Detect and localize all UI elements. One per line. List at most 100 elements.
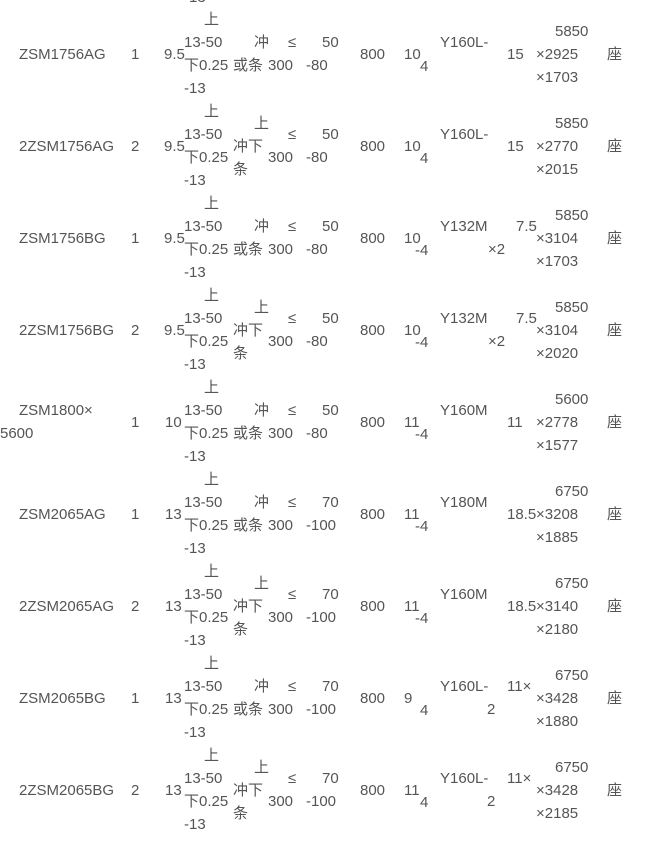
rate-cell: -100 bbox=[306, 793, 337, 810]
range-cell: 上 bbox=[204, 287, 220, 304]
mode-cell: 冲下 bbox=[233, 138, 264, 155]
dimensions-cell: ×2180 bbox=[536, 621, 579, 638]
capacity-cell: 300 bbox=[268, 701, 294, 718]
table-row: ZSM1756BG 1 9.5 上 13-50 下0.25 -13 冲或条 ≤300 50 -80 8… bbox=[0, 193, 650, 285]
table-row: 2ZSM2065BG 2 13 上 13-50 下0.25 -13 上冲下条 ≤300 70 -10… bbox=[0, 745, 650, 837]
range-cell: 13-50 bbox=[184, 34, 223, 51]
range-cell: 下0.25 bbox=[184, 149, 229, 166]
size-cell: 13 bbox=[165, 782, 182, 799]
model-cell: 2ZSM1756AG bbox=[19, 138, 115, 155]
rate-cell: -100 bbox=[306, 609, 337, 626]
range-cell: -13 bbox=[184, 540, 206, 557]
mode-cell: 条 bbox=[233, 161, 249, 178]
rate-cell: 50 bbox=[322, 218, 339, 235]
quantity-cell: 2 bbox=[131, 322, 140, 339]
mode-cell: 或条 bbox=[233, 57, 264, 74]
mode-cell: 或条 bbox=[233, 425, 264, 442]
dimensions-cell: ×2925 bbox=[536, 46, 579, 63]
range-cell: 13-50 bbox=[184, 494, 223, 511]
rate-cell: -80 bbox=[306, 333, 328, 350]
mode-cell: 条 bbox=[233, 345, 249, 362]
range-cell: 13-50 bbox=[184, 402, 223, 419]
range-cell: -13 bbox=[184, 80, 206, 97]
range-cell: 下0.25 bbox=[184, 517, 229, 534]
rate-cell: 70 bbox=[322, 586, 339, 603]
rate-cell: -80 bbox=[306, 425, 328, 442]
rate-cell: 70 bbox=[322, 678, 339, 695]
table-row: ZSM1800× 5600 1 10 上 13-50 下0.25 -13 冲或条 ≤300 50 -8… bbox=[0, 377, 650, 469]
rate-cell: -100 bbox=[306, 517, 337, 534]
unit-cell: 座 bbox=[607, 414, 623, 431]
value-800-cell: 800 bbox=[360, 782, 386, 799]
col9-cell: 4 bbox=[420, 58, 429, 75]
rate-cell: -80 bbox=[306, 149, 328, 166]
mode-cell: 冲下 bbox=[233, 322, 264, 339]
col9-cell: -4 bbox=[415, 518, 429, 535]
col9-cell: 11 bbox=[404, 598, 420, 615]
rate-cell: 50 bbox=[322, 310, 339, 327]
motor-cell: Y160L- bbox=[440, 770, 489, 787]
unit-cell: 座 bbox=[607, 598, 623, 615]
rate-cell: 70 bbox=[322, 494, 339, 511]
mode-cell: 上 bbox=[254, 299, 270, 316]
dimensions-cell: ×3104 bbox=[536, 230, 579, 247]
power-cell: 11 bbox=[507, 414, 523, 431]
value-800-cell: 800 bbox=[360, 46, 386, 63]
power-cell: ×2 bbox=[488, 241, 506, 258]
value-800-cell: 800 bbox=[360, 230, 386, 247]
dimensions-cell: 5850 bbox=[555, 23, 589, 40]
dimensions-cell: ×1885 bbox=[536, 529, 579, 546]
range-cell: -13 bbox=[184, 172, 206, 189]
capacity-cell: ≤ bbox=[288, 494, 297, 511]
quantity-cell: 1 bbox=[131, 46, 140, 63]
mode-cell: 冲下 bbox=[233, 782, 264, 799]
dimensions-cell: 5850 bbox=[555, 115, 589, 132]
dimensions-cell: 5850 bbox=[555, 207, 589, 224]
power-cell: 2 bbox=[487, 701, 496, 718]
mode-cell: 上 bbox=[254, 115, 270, 132]
range-cell: 上 bbox=[204, 655, 220, 672]
range-cell: 上 bbox=[204, 471, 220, 488]
dimensions-cell: ×3208 bbox=[536, 506, 579, 523]
rate-cell: 50 bbox=[322, 34, 339, 51]
col9-cell: -4 bbox=[415, 242, 429, 259]
mode-cell: 或条 bbox=[233, 517, 264, 534]
model-cell: ZSM1756AG bbox=[19, 46, 106, 63]
capacity-cell: 300 bbox=[268, 517, 294, 534]
value-800-cell: 800 bbox=[360, 506, 386, 523]
mode-cell: 上 bbox=[254, 759, 270, 776]
size-cell: 13 bbox=[165, 506, 182, 523]
range-cell: 下0.25 bbox=[184, 425, 229, 442]
dimensions-cell: ×3428 bbox=[536, 782, 579, 799]
range-cell: 13-50 bbox=[184, 218, 223, 235]
dimensions-cell: ×1703 bbox=[536, 253, 579, 270]
motor-cell: Y160M bbox=[440, 586, 488, 603]
mode-cell: 冲下 bbox=[233, 598, 264, 615]
col9-cell: 10 bbox=[404, 230, 421, 247]
model-cell: ZSM1800× bbox=[19, 402, 93, 419]
col9-cell: -4 bbox=[415, 334, 429, 351]
quantity-cell: 1 bbox=[131, 506, 140, 523]
dimensions-cell: 6750 bbox=[555, 575, 589, 592]
col9-cell: 11 bbox=[404, 782, 420, 799]
model-cell: ZSM2065AG bbox=[19, 506, 106, 523]
range-cell: 下0.25 bbox=[184, 609, 229, 626]
size-cell: 13 bbox=[165, 690, 182, 707]
power-cell: 15 bbox=[507, 46, 524, 63]
unit-cell: 座 bbox=[607, 782, 623, 799]
dimensions-cell: ×2778 bbox=[536, 414, 579, 431]
capacity-cell: ≤ bbox=[288, 402, 297, 419]
range-cell: 13-50 bbox=[184, 126, 223, 143]
unit-cell: 座 bbox=[607, 690, 623, 707]
col9-cell: 11 bbox=[404, 506, 420, 523]
mode-cell: 或条 bbox=[233, 701, 264, 718]
unit-cell: 座 bbox=[607, 506, 623, 523]
rate-cell: 50 bbox=[322, 402, 339, 419]
model-cell: ZSM1756BG bbox=[19, 230, 106, 247]
range-cell: 上 bbox=[204, 195, 220, 212]
capacity-cell: 300 bbox=[268, 609, 294, 626]
table-row: ZSM2065AG 1 13 上 13-50 下0.25 -13 冲或条 ≤300 70 -100 8… bbox=[0, 469, 650, 561]
range-cell: 上 bbox=[204, 379, 220, 396]
col9-cell: -4 bbox=[415, 426, 429, 443]
dimensions-cell: ×2020 bbox=[536, 345, 579, 362]
